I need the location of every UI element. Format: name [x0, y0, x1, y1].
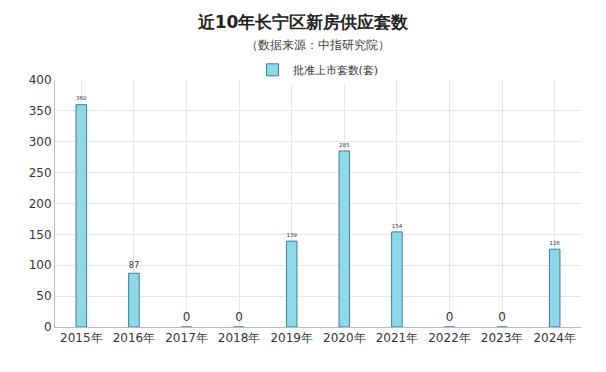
svg-text:批准上市套数(套): 批准上市套数(套) [293, 64, 379, 77]
svg-text:360: 360 [76, 95, 87, 101]
svg-text:300: 300 [29, 135, 52, 149]
svg-text:0: 0 [183, 310, 191, 324]
svg-text:2022年: 2022年 [428, 331, 471, 345]
svg-text:2023年: 2023年 [481, 331, 524, 345]
svg-text:2020年: 2020年 [323, 331, 366, 345]
svg-text:400: 400 [29, 73, 52, 87]
svg-text:2024年: 2024年 [533, 331, 576, 345]
svg-text:154: 154 [392, 223, 403, 229]
svg-text:0: 0 [235, 310, 243, 324]
svg-text:0: 0 [44, 320, 52, 334]
svg-text:150: 150 [29, 228, 52, 242]
svg-text:350: 350 [29, 104, 52, 118]
svg-text:（数据来源：中指研究院）: （数据来源：中指研究院） [246, 38, 390, 52]
svg-text:2015年: 2015年 [60, 331, 103, 345]
svg-text:2021年: 2021年 [376, 331, 419, 345]
svg-text:2018年: 2018年 [218, 331, 261, 345]
svg-text:2017年: 2017年 [165, 331, 208, 345]
svg-text:0: 0 [446, 310, 454, 324]
svg-text:250: 250 [29, 166, 52, 180]
svg-text:100: 100 [29, 258, 52, 272]
svg-text:近10年长宁区新房供应套数: 近10年长宁区新房供应套数 [197, 12, 410, 32]
svg-text:87: 87 [129, 260, 140, 270]
svg-text:285: 285 [339, 142, 350, 148]
svg-text:2016年: 2016年 [113, 331, 156, 345]
svg-text:126: 126 [549, 240, 560, 246]
svg-text:50: 50 [36, 289, 51, 303]
svg-text:0: 0 [498, 310, 506, 324]
svg-text:200: 200 [29, 197, 52, 211]
svg-text:139: 139 [286, 232, 297, 238]
svg-text:2019年: 2019年 [270, 331, 313, 345]
